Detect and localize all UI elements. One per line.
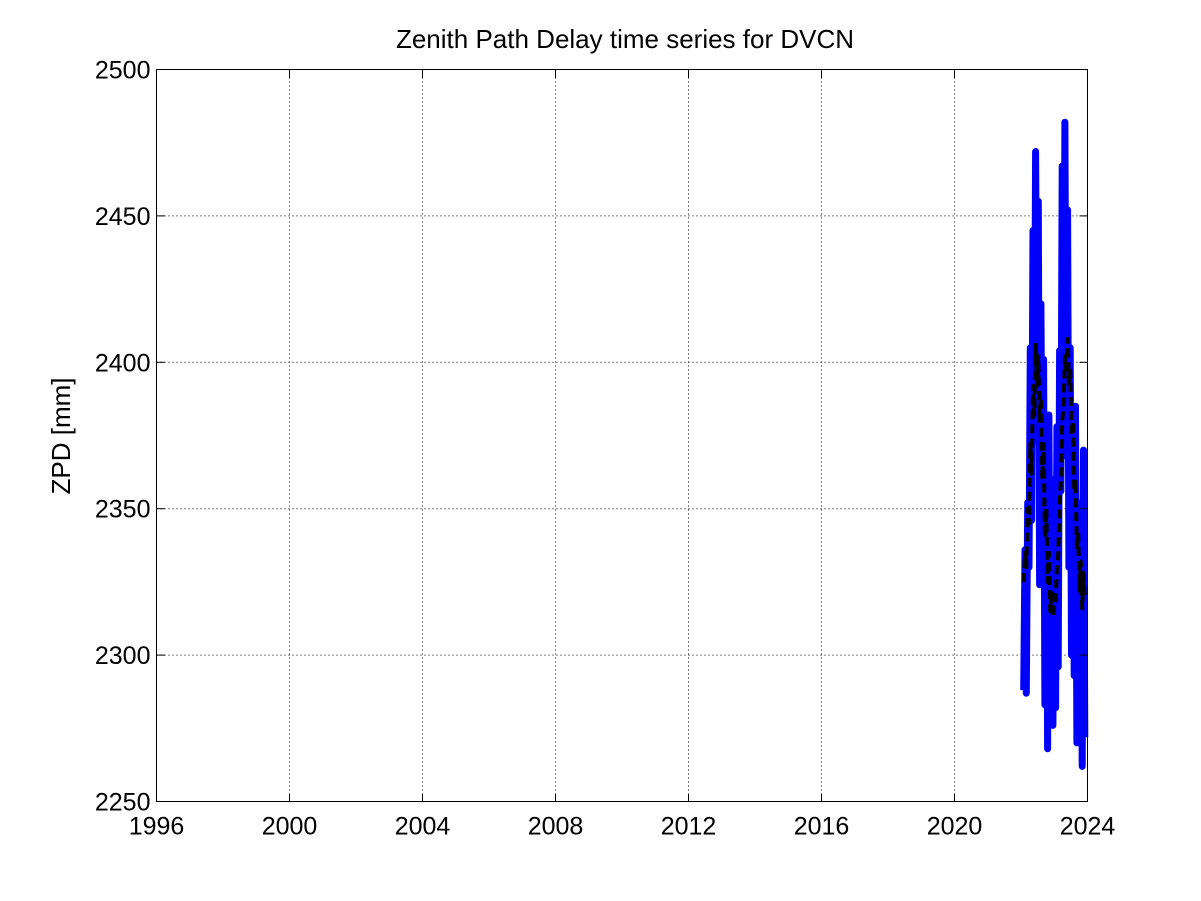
x-tick-label: 2024 bbox=[1060, 813, 1116, 841]
y-tick-label: 2400 bbox=[95, 349, 151, 377]
axes-frame bbox=[156, 69, 1088, 802]
x-tick-label: 2004 bbox=[395, 813, 451, 841]
y-tick-label: 2300 bbox=[95, 642, 151, 670]
x-tick-label: 2012 bbox=[661, 813, 717, 841]
x-tick-label: 2000 bbox=[262, 813, 318, 841]
y-axis: 2250 2300 2350 2400 2450 2500 bbox=[95, 57, 1088, 817]
x-tick-label: 1996 bbox=[129, 813, 185, 841]
grid bbox=[156, 69, 1088, 802]
x-tick-label: 2008 bbox=[528, 813, 584, 841]
y-tick-label: 2250 bbox=[95, 789, 151, 817]
x-tick-label: 2020 bbox=[927, 813, 983, 841]
y-tick-label: 2500 bbox=[95, 57, 151, 85]
y-tick-label: 2350 bbox=[95, 496, 151, 524]
model-series-line bbox=[1021, 336, 1087, 619]
chart-title: Zenith Path Delay time series for DVCN bbox=[396, 24, 854, 54]
y-tick-label: 2450 bbox=[95, 203, 151, 231]
x-tick-label: 2016 bbox=[794, 813, 850, 841]
plot-area bbox=[1020, 118, 1089, 770]
x-axis: 1996 2000 2004 2008 2012 2016 2020 2024 bbox=[129, 69, 1116, 841]
y-axis-label: ZPD [mm] bbox=[46, 378, 76, 495]
